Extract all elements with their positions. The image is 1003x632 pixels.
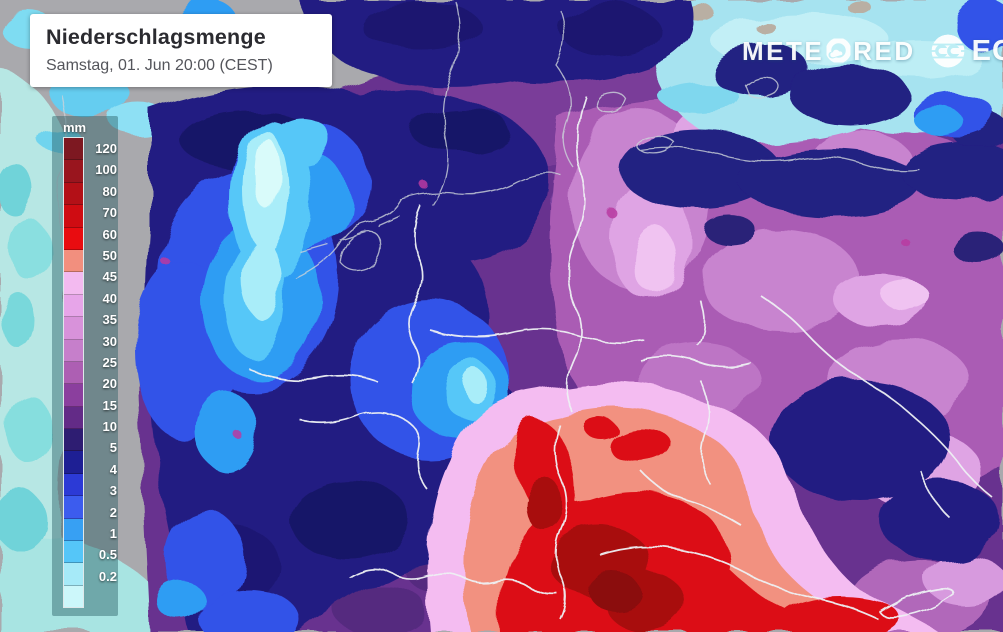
legend-swatch	[64, 473, 83, 497]
meteored-cloud-o-icon	[825, 37, 852, 71]
legend-value-label: 40	[102, 290, 117, 306]
legend-value-label: 20	[102, 376, 117, 392]
legend-swatch	[64, 429, 83, 452]
legend-value-label: 60	[102, 226, 117, 242]
legend-swatch	[64, 294, 83, 318]
legend-color-strip	[63, 137, 84, 609]
legend-value-label: 70	[102, 205, 117, 221]
ecmwf-logo-icon	[930, 33, 966, 76]
legend-swatch	[64, 563, 83, 586]
legend-swatch	[64, 205, 83, 228]
legend-swatch	[64, 541, 83, 564]
legend-swatch	[64, 249, 83, 273]
legend-value-label: 2	[109, 504, 117, 520]
legend-swatch	[64, 361, 83, 385]
legend-swatch	[64, 317, 83, 340]
legend-swatch	[64, 406, 83, 430]
legend-value-label: 3	[109, 483, 117, 499]
legend-value-label: 0.2	[98, 568, 117, 584]
legend-value-label: 45	[102, 269, 117, 285]
legend-swatch	[64, 518, 83, 542]
map-datetime: Samstag, 01. Jun 20:00 (CEST)	[46, 57, 273, 74]
legend-value-label: 15	[102, 397, 117, 413]
partner-text: EC	[971, 35, 1003, 67]
legend-scale: 120 100 80 70 60 50 45 40 35 30 25 20 15 10 5 4 3 2 1 0.5 0.…	[63, 137, 118, 609]
legend-panel: mm 120 100 80 70 60 50 45 40 35 30 25 20 15 10 5 4 3 2 1 0.…	[52, 116, 118, 617]
country-borders	[249, 94, 991, 620]
legend-value-label: 35	[102, 312, 117, 328]
map-title: Niederschlagsmenge	[46, 25, 266, 49]
legend-swatch	[64, 496, 83, 519]
legend-swatch	[64, 339, 83, 362]
legend-swatch	[64, 227, 83, 250]
legend-swatch	[64, 182, 83, 206]
legend-swatch	[64, 451, 83, 474]
legend-value-label: 80	[102, 183, 117, 199]
legend-value-label: 10	[102, 419, 117, 435]
legend-value-label: 30	[102, 333, 117, 349]
legend-value-label: 100	[95, 162, 117, 178]
watermark: METE RED	[742, 30, 1003, 73]
legend-swatch	[64, 138, 83, 161]
legend-value-label: 5	[109, 440, 117, 456]
brand-text-post: RED	[853, 36, 916, 66]
legend-unit-label: mm	[63, 120, 87, 135]
map-title-card: Niederschlagsmenge Samstag, 01. Jun 20:0…	[30, 14, 332, 87]
legend-value-label: 120	[95, 141, 117, 156]
legend-swatch	[64, 160, 83, 183]
legend-swatch	[64, 272, 83, 295]
brand-text-pre: METE	[742, 36, 825, 66]
legend-value-label: 4	[109, 461, 117, 477]
legend-values: 120 100 80 70 60 50 45 40 35 30 25 20 15 10 5 4 3 2 1 0.5 0.…	[87, 138, 117, 608]
legend-value-label: 1	[109, 526, 117, 542]
legend-swatch	[64, 585, 83, 608]
legend-value-label: 0.5	[98, 547, 117, 563]
legend-value-label: 50	[102, 247, 117, 263]
legend-value-label: 25	[102, 354, 117, 370]
legend-swatch	[64, 384, 83, 407]
